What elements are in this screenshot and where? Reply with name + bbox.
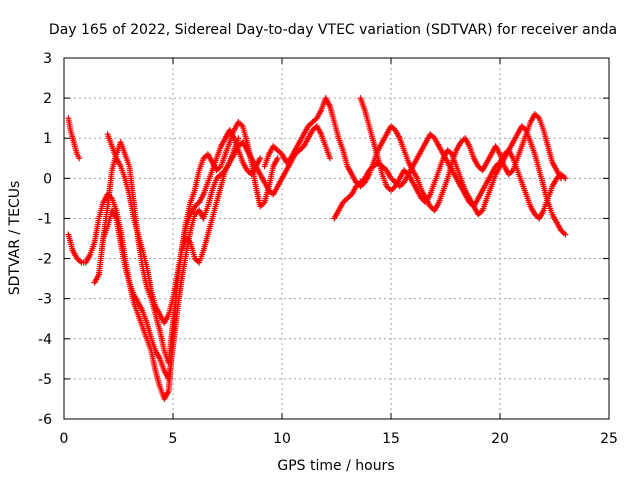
y-tick-label: -1: [38, 211, 52, 227]
x-tick-label: 10: [273, 431, 291, 447]
y-tick-label: -5: [38, 372, 52, 388]
data-point: [274, 155, 281, 162]
y-tick-label: 2: [43, 91, 52, 107]
chart-title: Day 165 of 2022, Sidereal Day-to-day VTE…: [49, 22, 617, 38]
data-point: [562, 175, 569, 182]
data-points: [65, 95, 569, 402]
plot-frame: [63, 57, 610, 420]
x-tick-label: 15: [382, 431, 400, 447]
x-axis-label: GPS time / hours: [277, 458, 394, 474]
y-tick-label: -3: [38, 292, 52, 308]
y-axis-label: SDTVAR / TECUs: [7, 181, 23, 296]
y-tick-label: 1: [43, 131, 52, 147]
data-point: [326, 155, 333, 162]
y-tick-label: -6: [38, 412, 52, 428]
x-tick-label: 0: [60, 431, 69, 447]
data-point: [257, 155, 264, 162]
y-tick-label: 3: [43, 51, 52, 67]
y-tick-label: -2: [38, 252, 52, 268]
data-point: [235, 135, 242, 142]
y-tick-label: 0: [43, 171, 52, 187]
data-point: [76, 155, 83, 162]
x-tick-label: 25: [600, 431, 618, 447]
y-tick-label: -4: [38, 332, 52, 348]
axis-ticks: 0 5 10 15 20 25 -6 -5 -4 -3 -2 -1 0 1 2 3: [38, 51, 618, 447]
data-point: [562, 231, 569, 238]
x-tick-label: 5: [169, 431, 178, 447]
grid-lines: [64, 58, 609, 419]
x-tick-label: 20: [491, 431, 509, 447]
